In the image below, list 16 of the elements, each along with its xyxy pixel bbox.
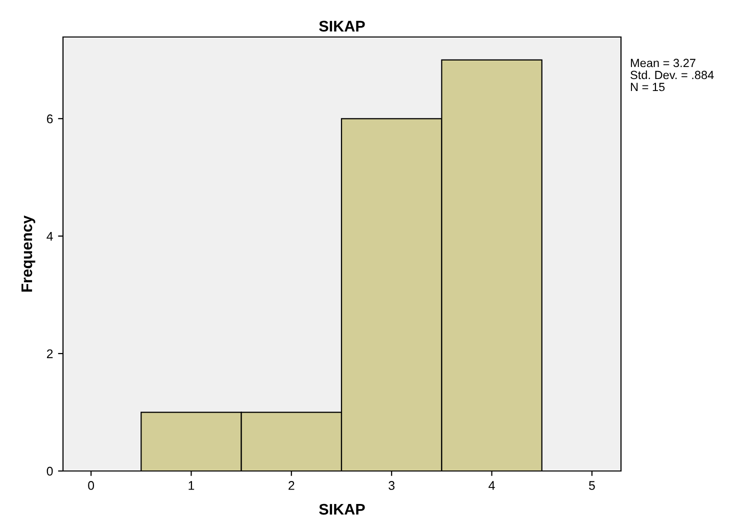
y-axis-title: Frequency [22,215,36,292]
y-tick-label: 0 [46,466,53,476]
x-tick-label: 1 [188,481,194,490]
x-tick-label: 2 [288,481,294,490]
text: N = 15 [630,82,665,92]
x-tick-label: 4 [488,481,495,490]
text: Std. Dev. = .884 [630,70,714,80]
x-tick-label: 3 [388,481,395,490]
y-tick-label: 6 [46,114,53,124]
y-tick-label: 4 [46,232,53,241]
x-tick-label: 0 [88,481,94,490]
y-tick-label: 2 [46,349,53,358]
text: Mean = 3.27 [630,58,696,68]
x-tick-label: 5 [588,481,595,490]
chart-title: SIKAP [319,20,365,32]
x-axis-title: SIKAP [319,504,365,515]
